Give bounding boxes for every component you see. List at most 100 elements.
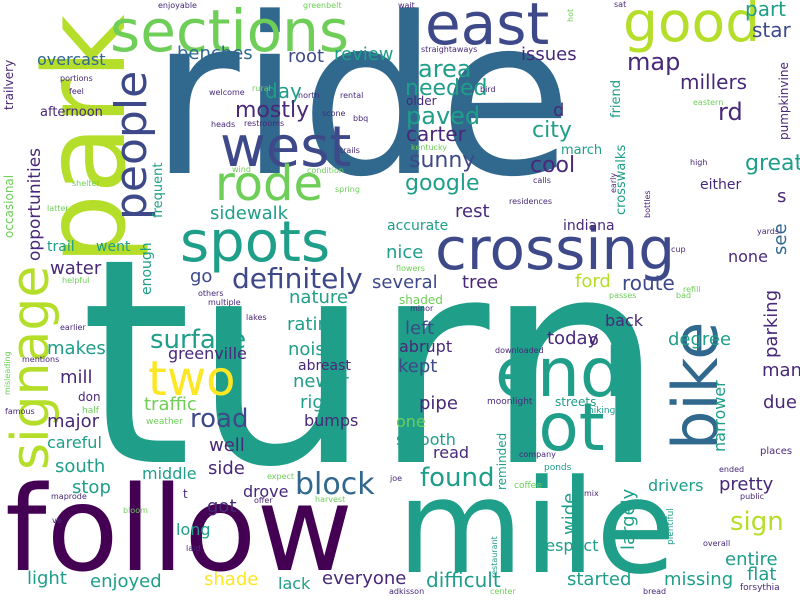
- word-accurate: accurate: [387, 218, 449, 234]
- word-people: people: [106, 70, 157, 220]
- word-needed: needed: [405, 76, 488, 101]
- word-rode: rode: [215, 156, 324, 212]
- word-maprode: maprode: [51, 492, 87, 501]
- word-rental: rental: [340, 91, 364, 100]
- word-mile: mile: [397, 451, 676, 600]
- word-day: day: [265, 79, 302, 103]
- word-read: read: [433, 443, 470, 462]
- word-company: company: [519, 450, 556, 459]
- word-none: none: [728, 247, 768, 266]
- word-turn: turn: [80, 198, 666, 530]
- word-pretty: pretty: [719, 474, 774, 495]
- word-overcast: overcast: [37, 50, 106, 69]
- word-restaurant: restaurant: [490, 536, 499, 578]
- word-rest: rest: [455, 201, 490, 222]
- word-eastern: eastern: [693, 98, 724, 107]
- word-sidewalk: sidewalk: [210, 203, 289, 224]
- word-noise: noise: [288, 339, 336, 360]
- word-center: center: [490, 587, 516, 596]
- word-residences: residences: [509, 197, 552, 206]
- word-refill: refill: [683, 285, 701, 294]
- word-right: right: [300, 392, 343, 413]
- word-pipe: pipe: [419, 393, 458, 414]
- word-frequent: frequent: [151, 162, 166, 218]
- word-joe: joe: [390, 474, 403, 483]
- word-went: went: [96, 239, 131, 255]
- word-water: water: [50, 258, 102, 279]
- word-enjoyed: enjoyed: [90, 571, 162, 592]
- word-hiking: hiking: [588, 406, 616, 416]
- word-review: review: [334, 44, 394, 65]
- word-misleading: misleading: [3, 351, 12, 395]
- word-ford: ford: [575, 271, 611, 292]
- word-scone: scone: [322, 109, 346, 118]
- word-many: many: [762, 360, 800, 381]
- word-light: light: [27, 568, 67, 589]
- word-several: several: [372, 272, 438, 293]
- word-weather: weather: [146, 417, 183, 427]
- word-ve: ve: [52, 516, 62, 525]
- word-long: long: [176, 520, 211, 539]
- word-rating: rating: [287, 314, 341, 335]
- word-makes: makes: [47, 338, 106, 359]
- word-bad: bad: [676, 291, 692, 300]
- word-wait: wait: [398, 1, 415, 10]
- word-welcome: welcome: [209, 88, 245, 97]
- word-careful: careful: [47, 433, 102, 452]
- word-cool: cool: [530, 153, 576, 178]
- word-older: older: [406, 94, 437, 108]
- word-smooth: smooth: [396, 430, 456, 449]
- word-area: area: [418, 55, 472, 83]
- word-benches: benches: [177, 43, 253, 64]
- word-s: s: [777, 186, 787, 207]
- word-spring: spring: [335, 185, 360, 194]
- word-one: one: [396, 412, 426, 431]
- word-mostly: mostly: [235, 98, 310, 123]
- word-star: star: [752, 18, 791, 42]
- word-well: well: [209, 435, 245, 456]
- word-t: t: [183, 487, 188, 501]
- word-streets: streets: [555, 395, 597, 409]
- word-bbq: bbq: [353, 114, 369, 123]
- word-afternoon: afternoon: [40, 105, 103, 120]
- word-high: high: [690, 158, 708, 167]
- word-great: great: [745, 151, 800, 176]
- word-restrooms: restrooms: [244, 119, 285, 128]
- word-east: east: [425, 0, 550, 58]
- word-famous: famous: [5, 407, 35, 416]
- word-google: google: [405, 171, 480, 196]
- word-either: either: [700, 177, 742, 193]
- word-sat: sat: [614, 0, 627, 9]
- word-coffee: coffee: [514, 481, 542, 491]
- word-portions: portions: [60, 74, 93, 83]
- word-south: south: [55, 456, 106, 477]
- word-multiple: multiple: [208, 298, 241, 307]
- word-got: got: [207, 496, 237, 517]
- word-bottles: bottles: [643, 190, 652, 218]
- word-half: half: [82, 406, 99, 416]
- word-everyone: everyone: [322, 568, 407, 589]
- word-harvest: harvest: [315, 495, 346, 504]
- word-part: part: [745, 0, 787, 21]
- word-block: block: [295, 467, 375, 502]
- word-nature: nature: [289, 287, 348, 308]
- word-today: today: [547, 328, 599, 349]
- word-side: side: [208, 458, 245, 479]
- word-kept: kept: [398, 356, 438, 377]
- word-ended: ended: [719, 465, 745, 474]
- word-calls: calls: [533, 176, 551, 185]
- word-bloom: bloom: [123, 506, 148, 515]
- word-laid: laid: [186, 544, 201, 553]
- word-stop: stop: [72, 477, 111, 498]
- word-nice: nice: [386, 242, 424, 263]
- word-due: due: [763, 392, 797, 413]
- word-adkisson: adkisson: [389, 587, 425, 596]
- word-abreast: abreast: [298, 358, 351, 374]
- word-rural: rural: [252, 84, 271, 93]
- word-occasional: occasional: [2, 174, 16, 238]
- word-d: d: [553, 100, 565, 121]
- word-kentucky: kentucky: [411, 143, 448, 152]
- word-route: route: [622, 271, 675, 295]
- word-march: march: [561, 143, 603, 158]
